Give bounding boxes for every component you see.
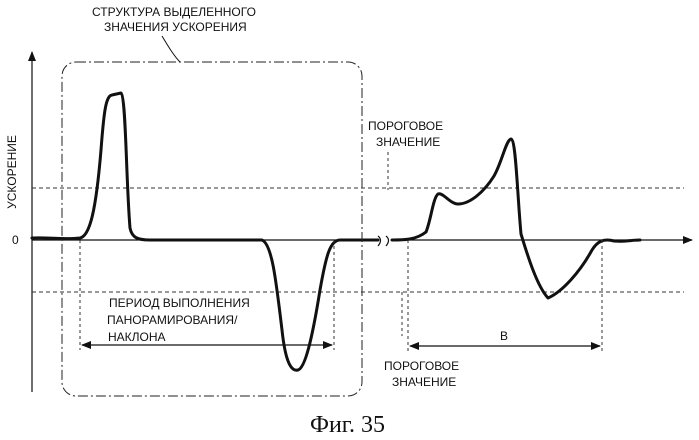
figure-caption: Фиг. 35 [310,412,385,438]
acceleration-waveform-right [392,139,640,298]
upper-threshold-label-line2: ЗНАЧЕНИЕ [376,135,440,149]
interval-b-label: B [500,329,508,343]
period-label-line3: НАКЛОНА [108,330,166,344]
zero-label: 0 [12,233,19,247]
callout-label-line2: ЗНАЧЕНИЯ УСКОРЕНИЯ [104,20,247,34]
callout-leader [162,36,180,62]
period-label-line1: ПЕРИОД ВЫПОЛНЕНИЯ [109,296,250,310]
acceleration-waveform-left [32,93,378,370]
lower-threshold-label-line1: ПОРОГОВОЕ [384,359,459,373]
y-axis-label: УСКОРЕНИЕ [5,135,19,209]
upper-threshold-label-line1: ПОРОГОВОЕ [368,119,443,133]
period-label-line2: ПАНОРАМИРОВАНИЯ/ [107,313,238,327]
axis-break-mark [378,236,389,246]
callout-label-line1: СТРУКТУРА ВЫДЕЛЕННОГО [92,5,256,19]
extracted-pattern-box [62,62,362,396]
lower-threshold-label-line2: ЗНАЧЕНИЕ [392,375,456,389]
